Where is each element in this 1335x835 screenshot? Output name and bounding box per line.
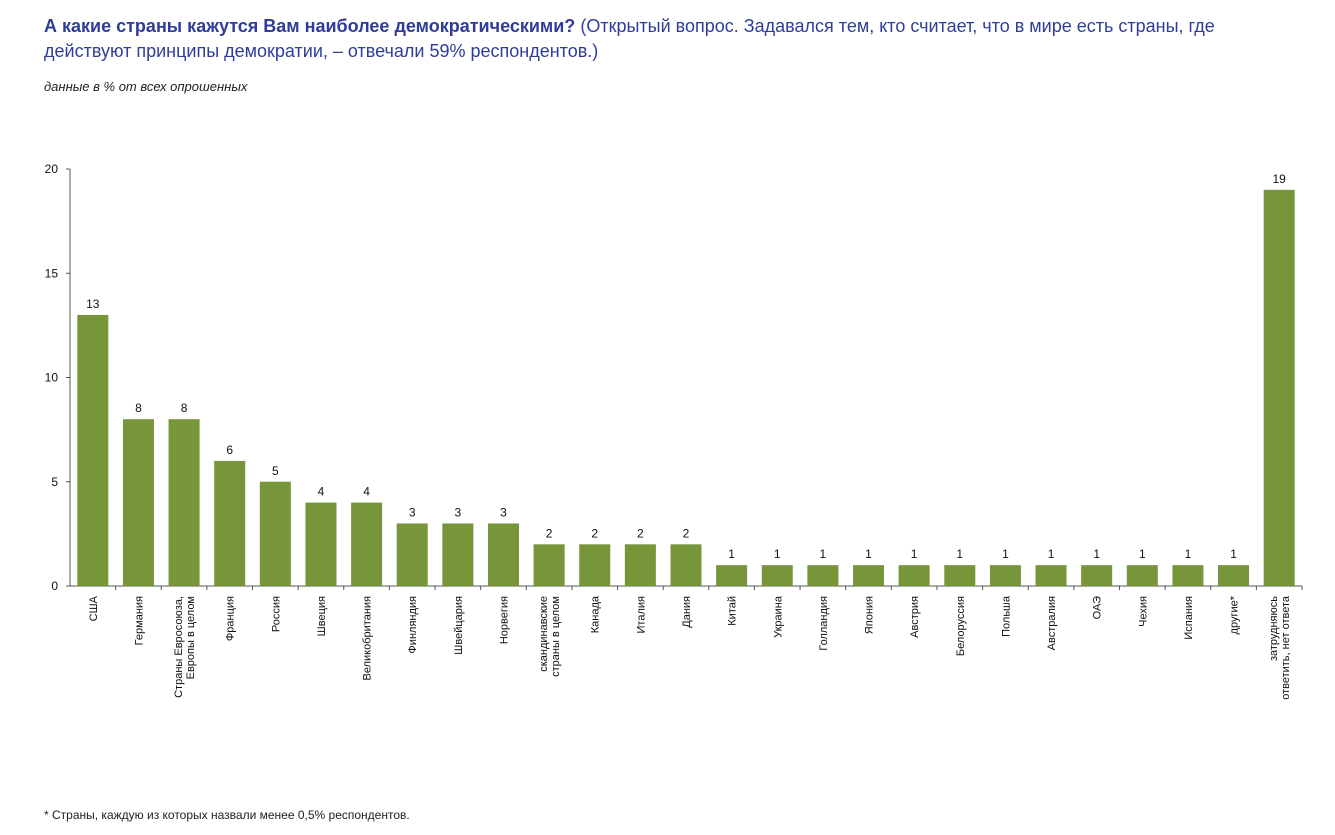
bar: [214, 460, 246, 586]
bar: [944, 565, 976, 586]
category-label: Чехия: [1137, 596, 1149, 627]
bar: [624, 544, 656, 586]
data-label: 3: [455, 505, 462, 519]
bar: [1035, 565, 1067, 586]
question-note: (Открытый вопрос. Задавался тем, кто счи…: [44, 16, 1215, 61]
category-label: затрудняюсьответить, нет ответа: [1268, 595, 1292, 700]
data-label: 2: [683, 526, 690, 540]
category-label: Австрия: [909, 596, 921, 638]
bar: [579, 544, 611, 586]
y-tick-label: 20: [45, 162, 59, 176]
bar: [1126, 565, 1158, 586]
bar: [1263, 189, 1295, 586]
category-label: Китай: [727, 596, 739, 626]
bar: [716, 565, 748, 586]
data-label: 6: [226, 443, 233, 457]
bar: [533, 544, 565, 586]
bar: [442, 523, 474, 586]
bar: [1172, 565, 1204, 586]
category-label: Польша: [1000, 595, 1012, 637]
bar: [807, 565, 839, 586]
category-label: Страны Евросоюза,Европы в целом: [173, 596, 197, 698]
category-label: США: [88, 595, 100, 621]
bar: [351, 502, 383, 586]
category-label: Швеция: [316, 596, 328, 636]
category-label: Австралия: [1046, 596, 1058, 650]
bar: [305, 502, 337, 586]
y-tick-label: 0: [51, 579, 58, 593]
category-label: Германия: [133, 596, 145, 645]
bar: [122, 419, 154, 586]
data-label: 1: [1230, 547, 1237, 561]
data-label: 3: [409, 505, 416, 519]
bar: [898, 565, 930, 586]
data-label: 1: [728, 547, 735, 561]
y-tick-label: 5: [51, 475, 58, 489]
category-label: скандинавскиестраны в целом: [538, 596, 562, 677]
category-label: Великобритания: [362, 596, 374, 681]
data-label: 1: [1185, 547, 1192, 561]
bar: [761, 565, 793, 586]
category-label: Белоруссия: [955, 596, 967, 656]
category-label: Дания: [681, 596, 693, 628]
data-label: 1: [1002, 547, 1009, 561]
bar: [487, 523, 519, 586]
y-tick-label: 15: [45, 266, 59, 280]
data-label: 8: [135, 401, 142, 415]
data-label: 1: [1139, 547, 1146, 561]
category-label: Финляндия: [407, 596, 419, 654]
data-label: 1: [1093, 547, 1100, 561]
bar: [1218, 565, 1250, 586]
category-label: Украина: [772, 595, 784, 638]
y-tick-label: 10: [45, 371, 59, 385]
category-label: Франция: [225, 596, 237, 641]
category-label: Испания: [1183, 596, 1195, 640]
bar: [396, 523, 428, 586]
data-label: 2: [591, 526, 598, 540]
data-label: 4: [318, 485, 325, 499]
data-label: 1: [774, 547, 781, 561]
data-label: 1: [956, 547, 963, 561]
category-label: Швейцария: [453, 596, 465, 655]
data-label: 1: [865, 547, 872, 561]
data-label: 8: [181, 401, 188, 415]
data-label: 5: [272, 464, 279, 478]
bar: [1081, 565, 1113, 586]
footnote: * Страны, каждую из которых назвали мене…: [44, 808, 410, 822]
bar: [168, 419, 200, 586]
category-label: другие*: [1229, 595, 1241, 634]
bar: [670, 544, 702, 586]
chart-title: А какие страны кажутся Вам наиболее демо…: [44, 14, 1304, 64]
category-label: Голландия: [818, 596, 830, 651]
category-label: Россия: [270, 596, 282, 632]
category-label: Япония: [864, 596, 876, 634]
data-label: 1: [1048, 547, 1055, 561]
data-label: 19: [1273, 172, 1287, 186]
category-label: Норвегия: [498, 596, 510, 644]
bar: [853, 565, 885, 586]
data-label: 2: [546, 526, 553, 540]
bar: [989, 565, 1021, 586]
category-label: ОАЭ: [1092, 596, 1104, 619]
bar: [259, 481, 291, 586]
question-text: А какие страны кажутся Вам наиболее демо…: [44, 16, 576, 36]
data-label: 1: [820, 547, 827, 561]
bar: [77, 314, 109, 586]
category-label: Канада: [590, 595, 602, 633]
chart-subtitle: данные в % от всех опрошенных: [44, 79, 248, 94]
data-label: 1: [911, 547, 918, 561]
data-label: 2: [637, 526, 644, 540]
category-label: Италия: [635, 596, 647, 634]
data-label: 4: [363, 485, 370, 499]
data-label: 13: [86, 297, 100, 311]
data-label: 3: [500, 505, 507, 519]
